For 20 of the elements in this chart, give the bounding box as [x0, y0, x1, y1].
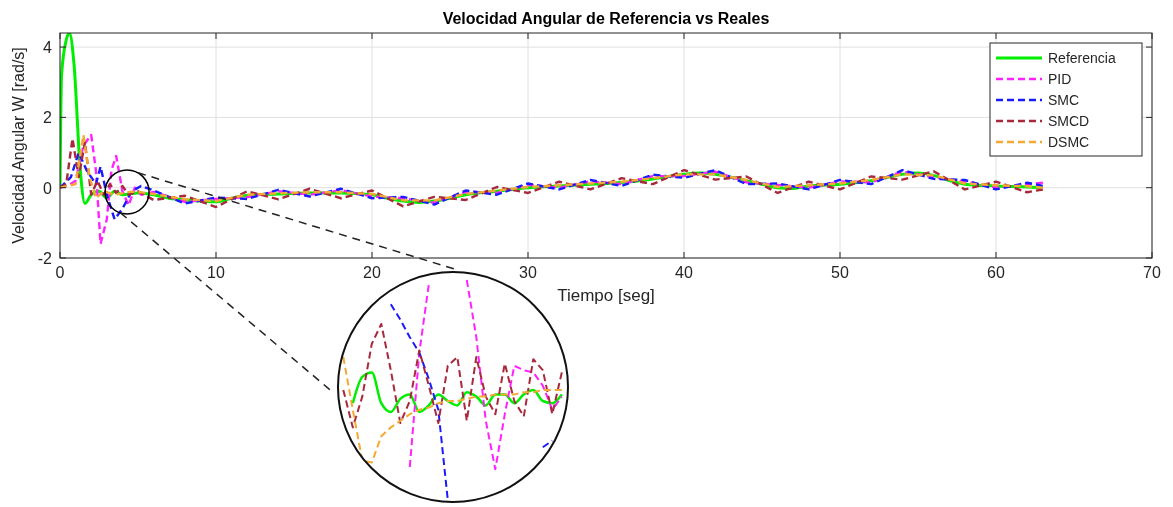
legend-label: DSMC	[1048, 134, 1090, 150]
x-axis-title: Tiempo [seg]	[557, 286, 655, 305]
chart-title: Velocidad Angular de Referencia vs Reales	[442, 10, 770, 27]
x-tick-label: 60	[987, 264, 1005, 281]
x-tick-label: 70	[1143, 264, 1161, 281]
legend-label: SMCD	[1048, 113, 1090, 129]
y-tick-label: -2	[37, 250, 53, 267]
x-tick-label: 40	[675, 264, 693, 281]
x-tick-label: 50	[831, 264, 849, 281]
x-tick-label: 20	[363, 264, 381, 281]
legend-label: Referencia	[1048, 50, 1116, 66]
y-tick-label: 0	[43, 179, 53, 197]
x-tick-label: 0	[55, 264, 65, 281]
y-axis-title: Velocidad Angular W [rad/s]	[10, 47, 27, 244]
legend-label: PID	[1048, 71, 1072, 87]
y-tick-label: 4	[43, 39, 53, 57]
legend-label: SMC	[1048, 92, 1080, 108]
x-tick-label: 10	[207, 264, 225, 281]
x-tick-label: 30	[519, 264, 537, 281]
y-tick-label: 2	[43, 109, 53, 127]
